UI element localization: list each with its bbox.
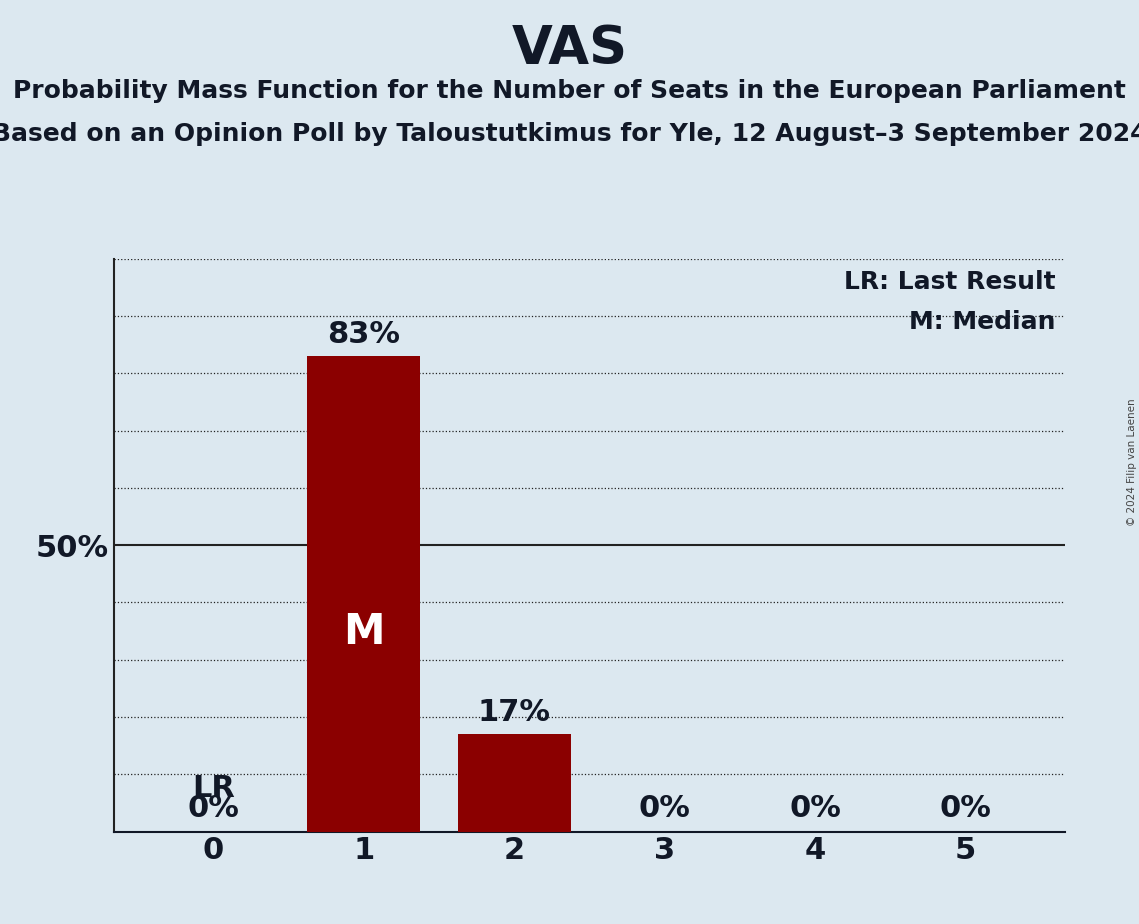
Text: M: M bbox=[343, 611, 385, 653]
Text: 0%: 0% bbox=[188, 794, 239, 823]
Text: 0%: 0% bbox=[940, 794, 991, 823]
Bar bbox=[458, 735, 571, 832]
Text: 83%: 83% bbox=[327, 321, 401, 349]
Bar bbox=[308, 356, 420, 832]
Text: M: Median: M: Median bbox=[909, 310, 1056, 334]
Text: Probability Mass Function for the Number of Seats in the European Parliament: Probability Mass Function for the Number… bbox=[13, 79, 1126, 103]
Text: 0%: 0% bbox=[639, 794, 690, 823]
Text: 0%: 0% bbox=[789, 794, 841, 823]
Text: © 2024 Filip van Laenen: © 2024 Filip van Laenen bbox=[1126, 398, 1137, 526]
Text: LR: LR bbox=[192, 774, 235, 803]
Text: 17%: 17% bbox=[477, 699, 551, 727]
Text: LR: Last Result: LR: Last Result bbox=[844, 270, 1056, 294]
Text: VAS: VAS bbox=[511, 23, 628, 75]
Text: Based on an Opinion Poll by Taloustutkimus for Yle, 12 August–3 September 2024: Based on an Opinion Poll by Taloustutkim… bbox=[0, 122, 1139, 146]
